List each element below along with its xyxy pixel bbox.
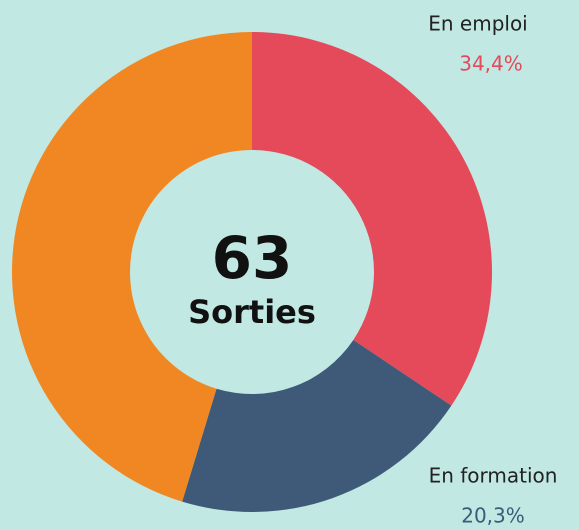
center-value: 63 (212, 224, 293, 292)
slice (11, 32, 252, 502)
slices (11, 32, 493, 512)
slice-label: En emploi (428, 12, 528, 36)
value-label: 20,3% (461, 504, 525, 528)
value-label: 34,4% (459, 52, 523, 76)
slice (182, 339, 452, 512)
center-label: Sorties (188, 293, 316, 331)
slice-label: En formation (429, 464, 558, 488)
slice (252, 32, 493, 406)
